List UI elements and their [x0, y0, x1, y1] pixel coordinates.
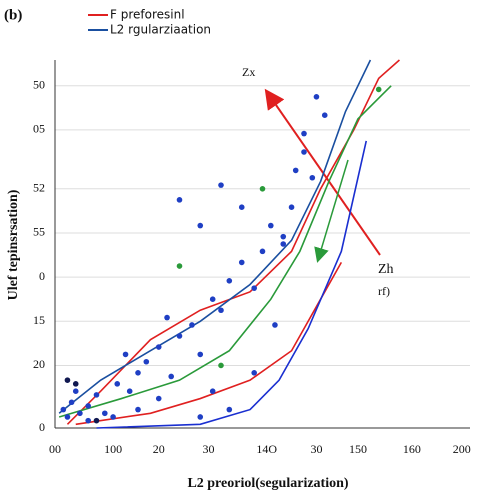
point [259, 248, 266, 255]
point [93, 392, 100, 398]
point [135, 370, 141, 376]
point [110, 414, 116, 420]
point [176, 263, 183, 269]
point [168, 373, 174, 380]
point [301, 130, 307, 137]
point [301, 149, 307, 155]
x-tick-label: 160 [403, 442, 421, 456]
point [60, 406, 67, 413]
y-tick-label: 55 [33, 225, 45, 239]
point [64, 414, 71, 420]
y-axis-label: Ulef tepinsrsation) [6, 189, 21, 300]
x-tick-label: 14O [256, 442, 277, 456]
chart-title: (b) [4, 7, 22, 23]
line [96, 140, 368, 429]
point [85, 417, 91, 424]
point [272, 322, 278, 328]
y-tick-label: 05 [33, 122, 45, 136]
annotation: rf) [378, 284, 390, 298]
y-tick-label: 0 [39, 269, 45, 283]
point [155, 395, 162, 402]
point [251, 370, 257, 376]
x-tick-label: 20 [153, 442, 165, 456]
point [135, 406, 141, 413]
x-tick-label: 100 [104, 442, 122, 456]
legend-label: F preforesinl [110, 8, 185, 22]
point [321, 112, 328, 118]
point [280, 233, 287, 240]
point [176, 333, 183, 339]
point [72, 388, 79, 395]
point [238, 204, 245, 210]
x-tick-label: 00 [49, 442, 61, 456]
point [313, 94, 320, 100]
point [218, 182, 224, 188]
x-axis-label: L2 preoriol(segularization) [187, 476, 348, 491]
x-tick-label: 30 [310, 442, 322, 456]
point [68, 399, 75, 406]
line [58, 85, 392, 418]
point [375, 86, 382, 93]
x-tick-label: 30 [203, 442, 215, 456]
point [93, 417, 100, 424]
point [164, 314, 170, 321]
point [226, 278, 233, 284]
point [288, 204, 295, 210]
point [122, 351, 129, 358]
point [238, 259, 245, 266]
y-tick-label: 50 [33, 78, 45, 92]
point [197, 414, 204, 420]
x-tick-label: 200 [453, 442, 471, 456]
point [309, 174, 316, 181]
point [85, 403, 91, 409]
point [77, 410, 83, 417]
point [209, 296, 216, 303]
y-tick-label: 20 [33, 357, 45, 371]
point [176, 197, 183, 203]
y-tick-label: 52 [33, 181, 45, 195]
point [209, 388, 216, 395]
grid [55, 85, 470, 429]
point [280, 241, 287, 247]
point [102, 410, 108, 417]
point [64, 377, 71, 383]
point [292, 167, 299, 174]
point [197, 222, 204, 229]
point [218, 307, 224, 314]
y-tick-label: 0 [39, 420, 45, 434]
point [268, 222, 274, 229]
y-tick-label: 15 [33, 313, 45, 327]
annotation: Zx [242, 65, 255, 79]
point [251, 285, 257, 291]
point [197, 351, 204, 358]
point [218, 362, 224, 369]
point [189, 322, 195, 328]
annotation: Zh [378, 262, 394, 277]
point [226, 406, 233, 413]
point [259, 186, 266, 192]
arrow [314, 159, 349, 263]
point [72, 381, 79, 387]
point [126, 388, 133, 395]
point [114, 381, 121, 387]
line [58, 59, 372, 414]
point [143, 358, 150, 365]
x-tick-label: 150 [349, 442, 367, 456]
legend-label: L2 rgularziaation [110, 23, 211, 37]
point [155, 344, 162, 350]
